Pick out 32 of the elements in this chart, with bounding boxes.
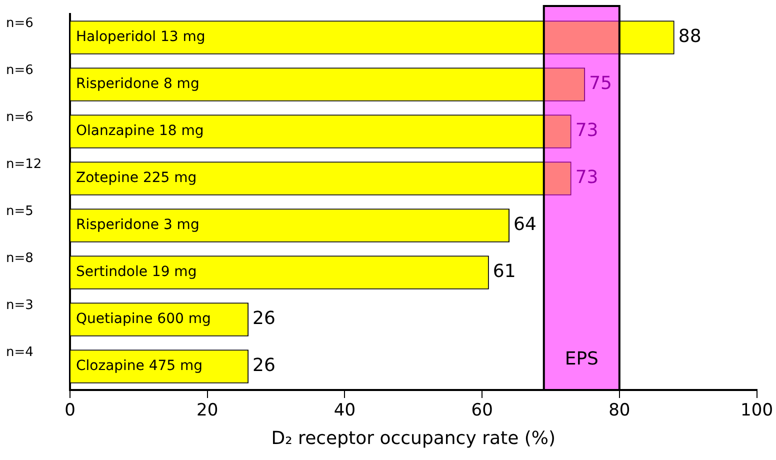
x-tick-label: 20 xyxy=(196,400,218,421)
data-label: 64 xyxy=(514,214,536,236)
text: n=6 xyxy=(6,16,34,31)
y-tick-label: Clozapine 475 mg xyxy=(76,358,203,374)
y-tick-label: Risperidone 8 mg xyxy=(76,76,200,92)
data-label: 73 xyxy=(575,167,598,188)
text: n=8 xyxy=(6,250,34,266)
data-label: 75 xyxy=(589,73,612,94)
y-tick-label: Olanzapine 18 mg xyxy=(76,123,204,140)
data-label: 26 xyxy=(252,308,276,330)
text: n=4 xyxy=(6,344,34,360)
y-tick-label: Risperidone 3 mg xyxy=(76,217,200,234)
text: n=6 xyxy=(6,110,34,125)
text: n=6 xyxy=(6,62,34,78)
x-tick-label: 40 xyxy=(334,400,356,421)
x-axis-title: D₂ receptor occupancy rate (%) xyxy=(271,428,556,449)
data-label: 88 xyxy=(678,26,702,48)
y-tick-label: Haloperidol 13 mg xyxy=(76,29,206,46)
x-tick-label: 80 xyxy=(608,400,630,421)
data-label: 61 xyxy=(492,261,516,282)
x-tick-label: 0 xyxy=(64,400,76,421)
y-tick-label: Sertindole 19 mg xyxy=(76,264,197,280)
y-tick-label: Zotepine 225 mg xyxy=(76,170,197,186)
data-label: 26 xyxy=(252,355,276,376)
x-tick-label: 60 xyxy=(471,400,493,421)
y-tick-label: Quetiapine 600 mg xyxy=(76,311,211,328)
band-label: EPS xyxy=(564,348,598,370)
text: n=3 xyxy=(6,298,34,313)
text: n=12 xyxy=(6,156,42,172)
data-label: 73 xyxy=(575,120,598,142)
x-tick-label: 100 xyxy=(740,400,774,421)
text: n=5 xyxy=(6,204,34,219)
